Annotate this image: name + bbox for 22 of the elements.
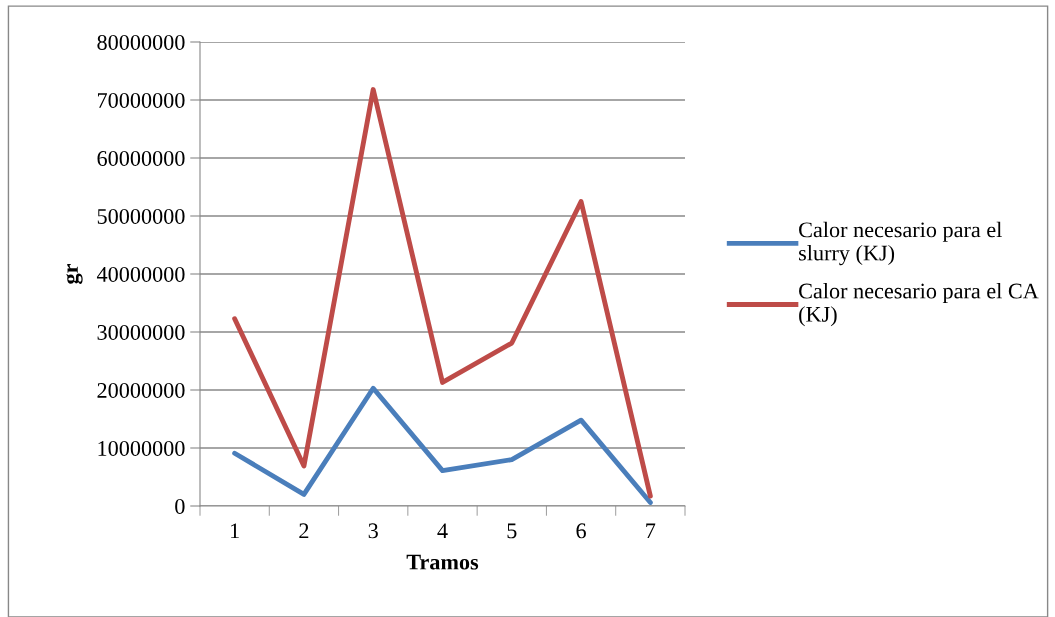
line-series	[232, 385, 653, 505]
y-tick-label: 70000000	[97, 92, 185, 108]
x-tick-label: 2	[299, 523, 309, 539]
x-tick-label: 5	[507, 523, 517, 539]
y-tick-label: 50000000	[97, 208, 185, 224]
x-tick-label: 6	[576, 523, 586, 539]
x-tick-label: 4	[437, 523, 448, 539]
line-series	[232, 87, 653, 499]
x-tick-label: 1	[231, 523, 239, 539]
y-tick-label: 0	[175, 498, 185, 514]
y-tick-label: 20000000	[97, 382, 185, 398]
y-tick-label: 30000000	[97, 324, 185, 340]
y-tick-label: 60000000	[97, 150, 185, 166]
y-axis-title: gr	[66, 263, 83, 284]
x-axis-title: Tramos	[406, 554, 479, 570]
legend-label: Calor necesario para el CA (KJ)	[799, 282, 1039, 327]
y-tick-label: 10000000	[98, 440, 185, 456]
x-tick-label: 3	[368, 523, 378, 539]
y-tick-label: 40000000	[96, 266, 185, 282]
y-tick-label: 80000000	[97, 34, 185, 50]
legend-label: Calor necesario para el slurry (KJ)	[799, 221, 1002, 266]
x-tick-label: 7	[646, 523, 656, 539]
